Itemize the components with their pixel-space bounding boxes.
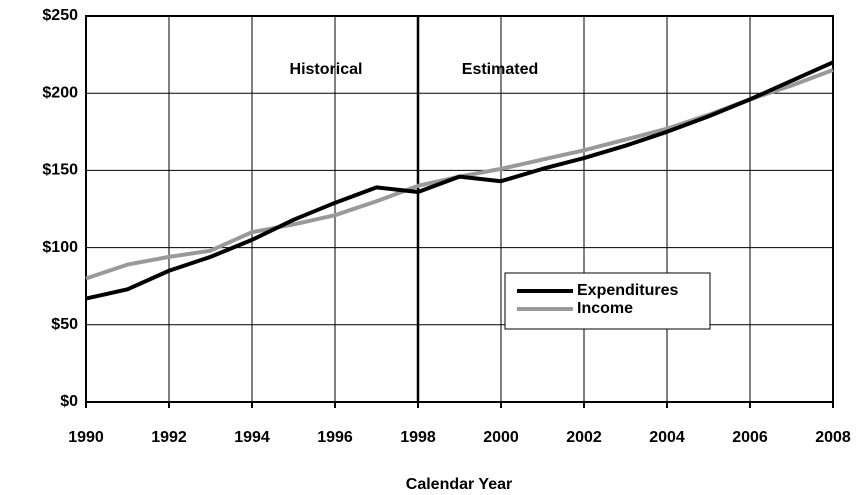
x-tick-label: 1992 — [151, 429, 187, 446]
x-tick-label: 2006 — [732, 429, 768, 446]
x-tick-label: 1994 — [234, 429, 270, 446]
y-tick-label: $0 — [60, 393, 78, 410]
x-tick-label: 2000 — [483, 429, 519, 446]
x-tick-label: 2008 — [815, 429, 851, 446]
plot-frame — [85, 15, 834, 403]
legend-label: Income — [577, 300, 633, 317]
annotation: Historical — [290, 61, 363, 78]
y-tick-label: $150 — [42, 162, 78, 179]
x-tick-label: 2004 — [649, 429, 685, 446]
legend-label: Expenditures — [577, 282, 678, 299]
y-tick-label: $200 — [42, 84, 78, 101]
y-tick-label: $250 — [42, 7, 78, 24]
x-axis-label: Calendar Year — [406, 476, 512, 493]
legend-box — [504, 272, 711, 330]
x-tick-label: 2002 — [566, 429, 602, 446]
y-tick-label: $100 — [42, 239, 78, 256]
y-tick-label: $50 — [51, 316, 78, 333]
series-line — [85, 60, 834, 301]
annotation: Estimated — [462, 61, 538, 78]
x-tick-label: 1998 — [400, 429, 436, 446]
x-tick-label: 1996 — [317, 429, 353, 446]
x-tick-label: 1990 — [68, 429, 104, 446]
